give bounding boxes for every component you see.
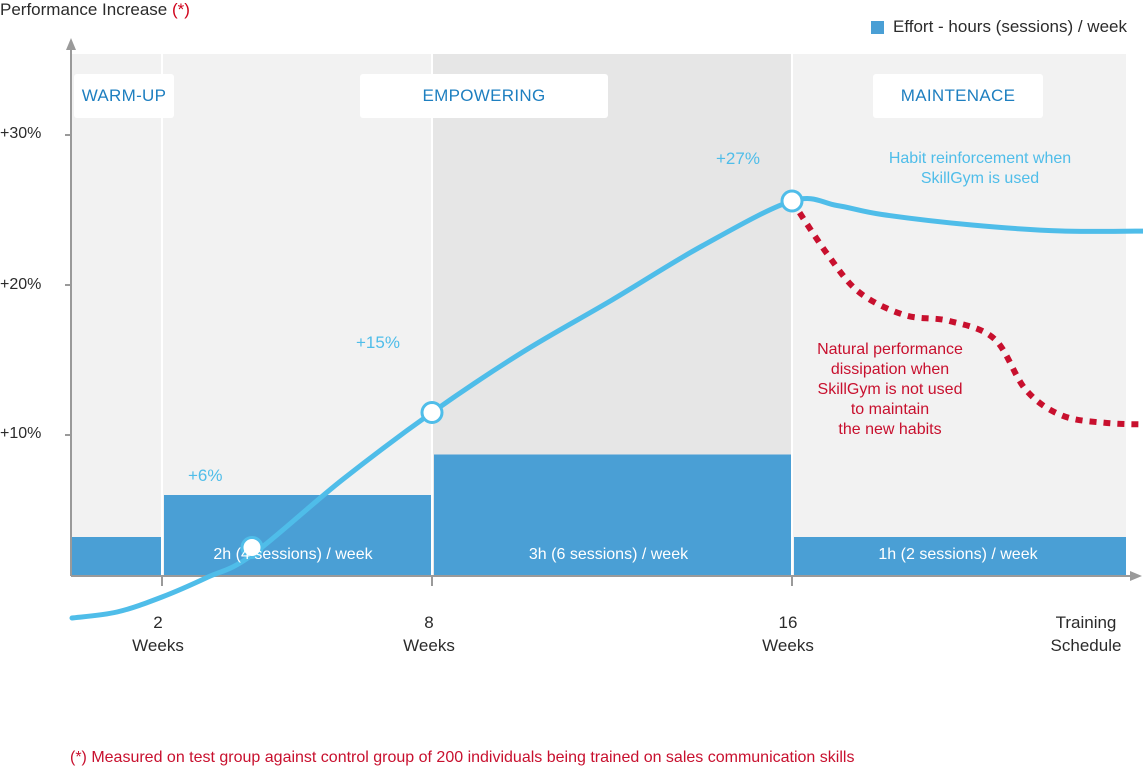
y-axis-arrow [66, 38, 76, 50]
phase-background [72, 54, 162, 576]
x-axis-title-line2: Schedule [1050, 636, 1122, 655]
effort-bars [72, 454, 1126, 576]
x-tick-unit: Weeks [762, 636, 814, 655]
axes [65, 38, 1142, 586]
x-axis-arrow [1130, 571, 1142, 581]
x-tick-value: 2 [153, 613, 163, 632]
point-label: +6% [188, 466, 223, 485]
milestone-points [240, 189, 804, 559]
y-axis-title: Performance Increase (*) [0, 0, 190, 20]
legend-label: Effort - hours (sessions) / week [893, 17, 1127, 36]
effort-bar [72, 537, 161, 576]
legend: Effort - hours (sessions) / week [871, 17, 1127, 37]
milestone-point [240, 536, 264, 559]
effort-bar [794, 537, 1126, 576]
reinforcement-curve [69, 196, 1143, 621]
phase-label-warm-up: WARM-UP [74, 74, 174, 118]
annotation-line: the new habits [838, 421, 942, 438]
annotation-line: to maintain [850, 401, 930, 418]
x-axis-title: Training Schedule [1036, 611, 1136, 657]
effort-bar [164, 495, 431, 576]
y-tick-label: +20% [0, 276, 42, 293]
phase-backgrounds [72, 54, 1126, 576]
y-tick-label: +10% [0, 425, 42, 442]
phase-label-empowering: EMPOWERING [360, 74, 608, 118]
milestone-point [420, 401, 444, 424]
x-tick-label: 16 Weeks [738, 611, 838, 657]
annotation-line: Natural performance [817, 341, 963, 358]
x-tick-value: 8 [424, 613, 434, 632]
x-tick-label: 2 Weeks [108, 611, 208, 657]
y-tick-label: +30% [0, 125, 42, 142]
point-label: +27% [716, 149, 760, 168]
phase-background [162, 54, 432, 576]
effort-bar-label: 1h (2 sessions) / week [878, 546, 1038, 563]
x-axis-title-line1: Training [1055, 613, 1117, 632]
effort-bar-label: 2h (4 sessions) / week [213, 546, 373, 563]
effort-bar [434, 454, 791, 576]
legend-swatch [871, 20, 884, 34]
dissipation-curve [789, 199, 1143, 428]
x-tick-unit: Weeks [132, 636, 184, 655]
phase-label-maintenance: MAINTENACE [873, 74, 1043, 118]
x-tick-unit: Weeks [403, 636, 455, 655]
annotation-line: SkillGym is used [920, 170, 1040, 187]
x-tick-value: 16 [778, 613, 798, 632]
point-label: +15% [356, 333, 400, 352]
annotation-line: dissipation when [830, 361, 950, 378]
effort-bar-label: 3h (6 sessions) / week [528, 546, 689, 563]
curves [69, 196, 1143, 621]
annotation-line: SkillGym is not used [817, 381, 963, 398]
milestone-point [780, 189, 804, 213]
x-tick-label: 8 Weeks [379, 611, 479, 657]
annotation-habit-reinforcement: Habit reinforcement when SkillGym is use… [860, 149, 1100, 189]
y-axis-marker: (*) [171, 0, 190, 19]
footnote: (*) Measured on test group against contr… [70, 749, 855, 766]
phase-background [792, 54, 1126, 576]
annotation-dissipation: Natural performance dissipation when Ski… [790, 340, 990, 440]
annotation-line: Habit reinforcement when [888, 150, 1072, 167]
y-axis-label: Performance Increase [0, 0, 168, 19]
